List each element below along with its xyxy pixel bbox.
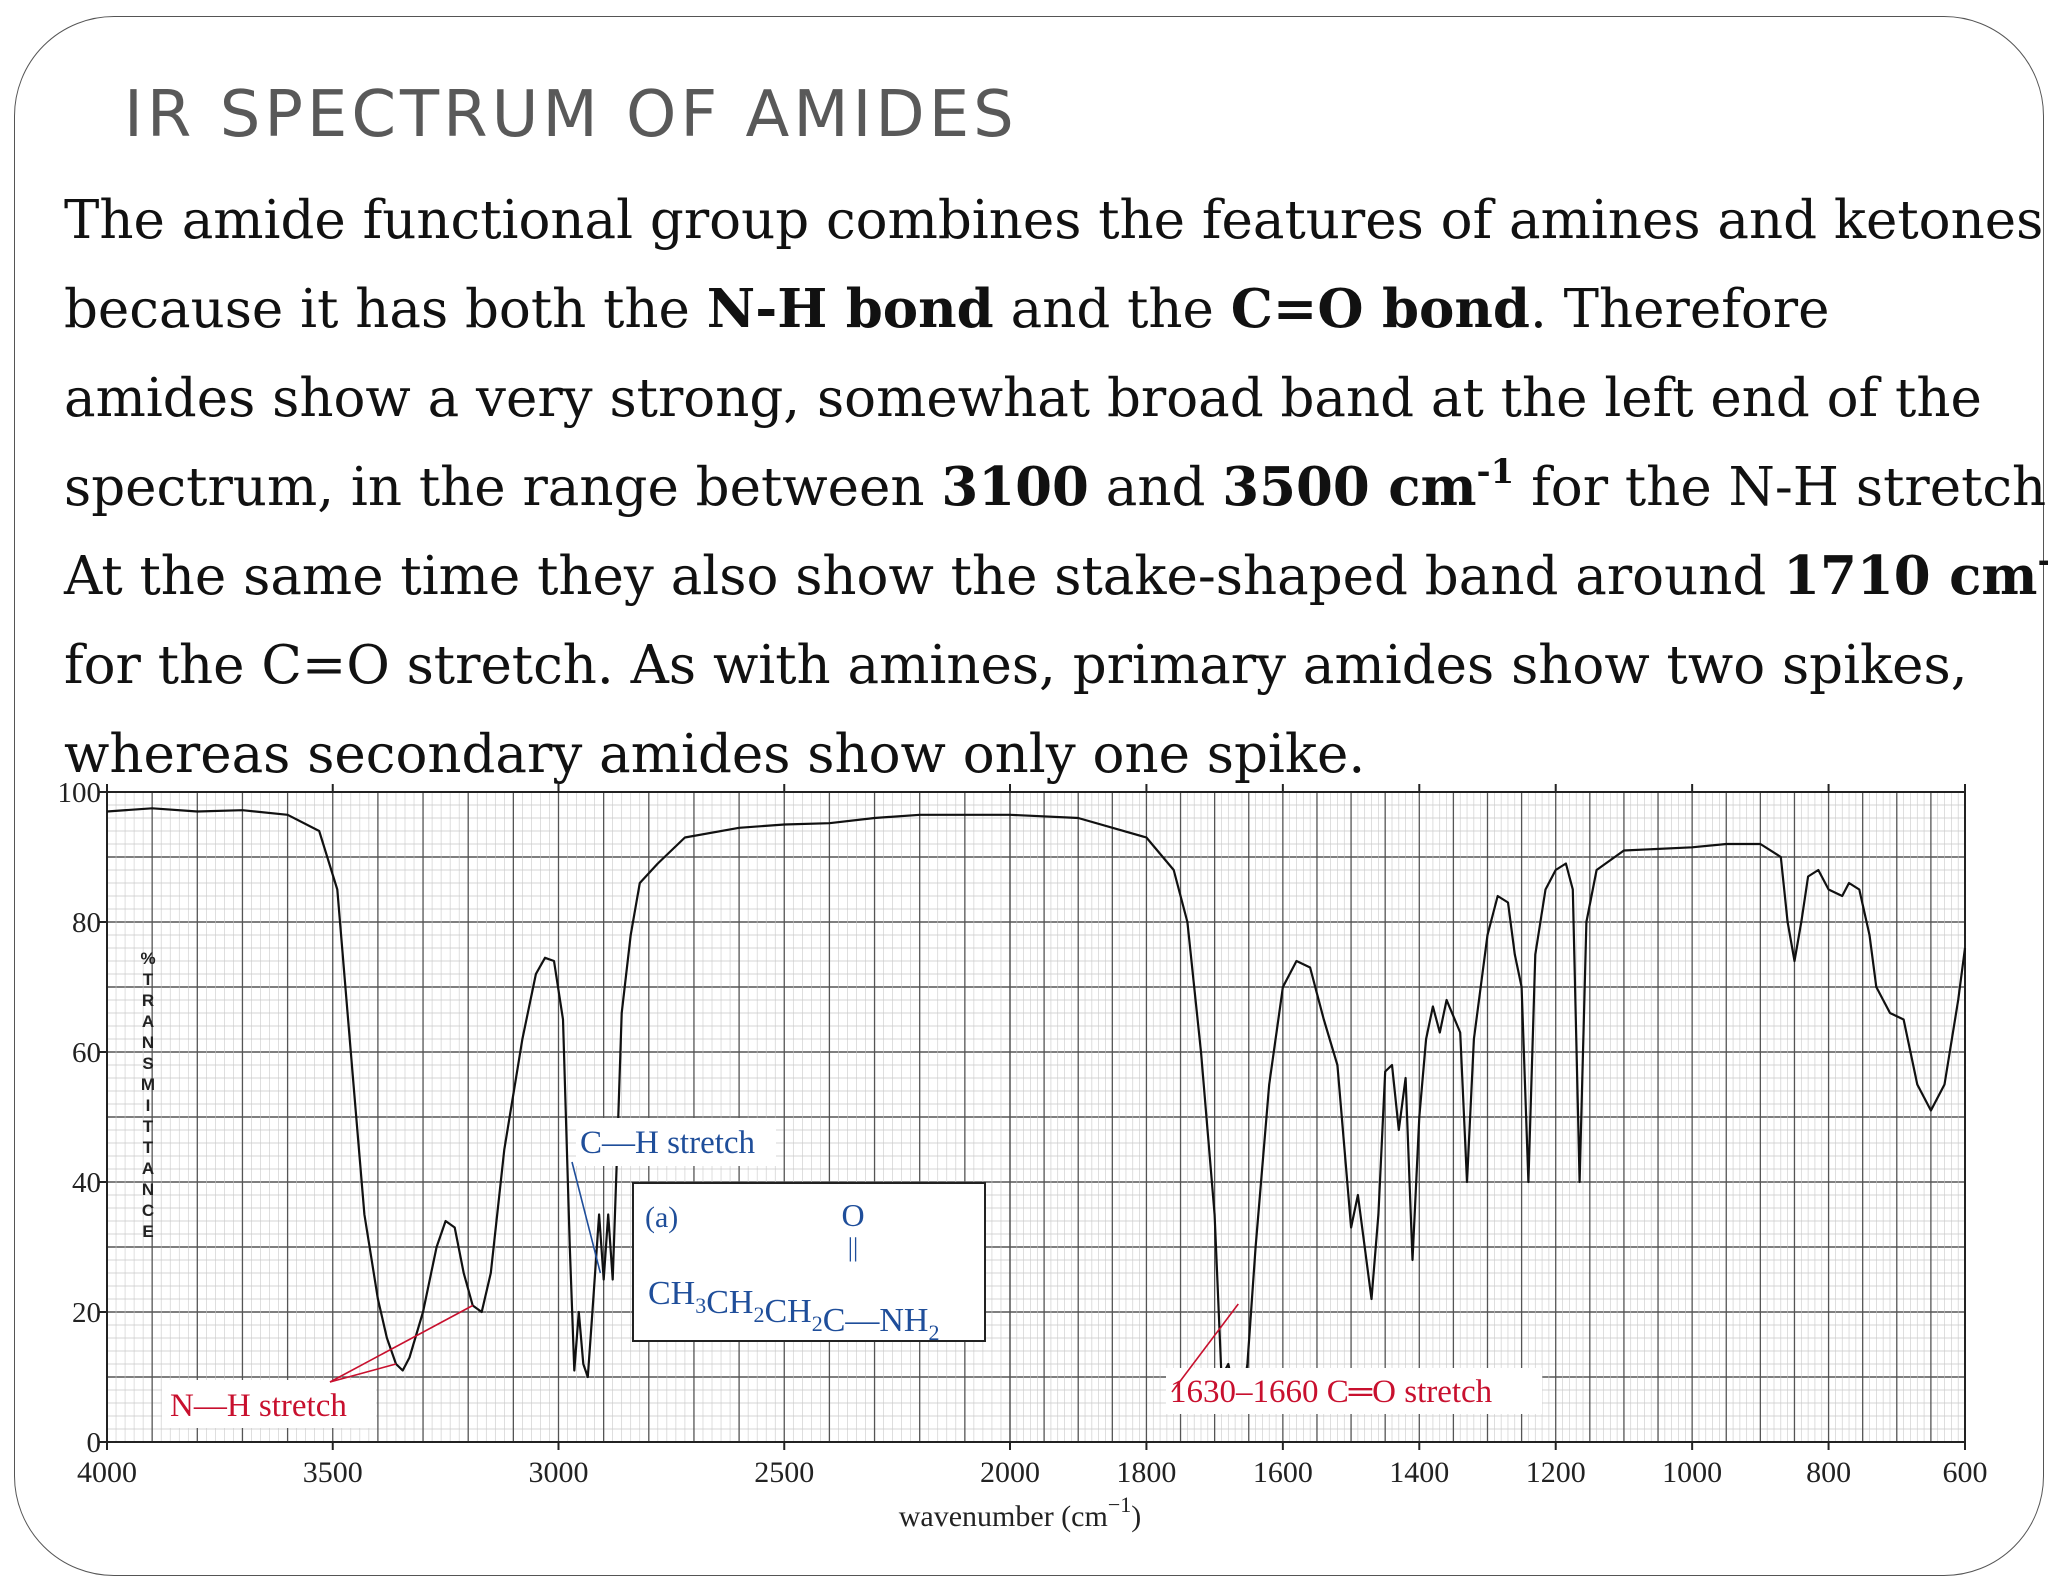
x-tick-label: 1200 — [1526, 1456, 1586, 1489]
structure-panel-label: (a) — [645, 1201, 678, 1234]
structure-double-bond: || — [848, 1233, 858, 1262]
slide-title: IR SPECTRUM OF AMIDES — [124, 78, 1018, 152]
y-tick-label: 80 — [72, 907, 101, 939]
chart-annotations: N—H stretch C—H stretch 1630–1660 C═O stre… — [162, 1118, 1542, 1428]
x-tick-label: 3500 — [303, 1456, 363, 1489]
body-text-run: The amide functional group combines the … — [64, 190, 2044, 251]
body-text-run: for the C=O stretch. As with amines, pri… — [64, 635, 1968, 696]
structure-inset — [632, 1182, 986, 1342]
body-text-run: for the N-H stretch. — [1514, 457, 2048, 518]
plot-frame — [106, 791, 1966, 1443]
y-tick-label: 60 — [72, 1037, 101, 1069]
x-tick-label: 800 — [1806, 1456, 1851, 1489]
ir-spectrum-chart: 0 20 40 60 80 100 4000 3500 3000 2500 2000 1800 1600… — [58, 780, 1988, 1533]
body-text-run: amides show a very strong, somewhat broa… — [64, 368, 1982, 429]
body-text-run: whereas secondary amides show only one s… — [64, 724, 1366, 785]
y-tick-label: 40 — [72, 1167, 101, 1199]
y-tick-label: 0 — [87, 1427, 102, 1459]
spectrum-series-line — [106, 807, 1967, 1411]
annotation-label-bg — [162, 1380, 376, 1428]
co-bond-term: C=O bond — [1230, 278, 1530, 340]
structure-formula: CH3CH2CH2C—NH2 — [648, 1275, 940, 1345]
x-tick-label: 1800 — [1116, 1456, 1176, 1489]
ch-stretch-pointer — [571, 1161, 602, 1274]
nh-bond-term: N-H bond — [706, 278, 994, 340]
co-stretch-label: 1630–1660 C═O stretch — [1170, 1374, 1493, 1410]
chart-grid — [106, 791, 1966, 1443]
x-tick-label: 1400 — [1389, 1456, 1449, 1489]
co-stretch-pointer — [1171, 1303, 1239, 1393]
x-tick-label: 600 — [1943, 1456, 1988, 1489]
y-axis-label: % T R A N S M I T T A N C E — [140, 949, 155, 1241]
nh-stretch-label: N—H stretch — [170, 1388, 347, 1424]
annotation-label-bg — [576, 1118, 776, 1166]
unit-exponent: -1 — [2037, 541, 2048, 581]
annotation-label-bg — [1166, 1368, 1542, 1414]
axis-ticks: 0 20 40 60 80 100 4000 3500 3000 2500 2000 1800 1600… — [58, 780, 1988, 1489]
range-low-value: 3100 — [941, 456, 1089, 518]
x-tick-label: 3000 — [529, 1456, 589, 1489]
carbonyl-value: 1710 cm — [1783, 545, 2038, 607]
body-text-run: because it has both the — [64, 279, 707, 340]
unit-exponent: -1 — [1476, 452, 1515, 492]
x-tick-label: 2000 — [980, 1456, 1040, 1489]
body-text-run: and — [1088, 457, 1223, 518]
body-text-run: and the — [993, 279, 1231, 340]
nh-stretch-pointer — [329, 1304, 474, 1383]
body-paragraph: The amide functional group combines the … — [64, 176, 2048, 799]
body-text-run: spectrum, in the range between — [64, 457, 942, 518]
y-tick-label: 20 — [72, 1297, 101, 1329]
x-axis-label: wavenumber (cm−1) — [899, 1492, 1142, 1533]
structure-oxygen: O — [841, 1197, 864, 1233]
range-high-value: 3500 cm — [1222, 456, 1477, 518]
nh-stretch-pointer — [329, 1363, 397, 1383]
body-text-run: At the same time they also show the stak… — [64, 546, 1784, 607]
x-tick-label: 4000 — [77, 1456, 137, 1489]
ch-stretch-label: C—H stretch — [580, 1125, 756, 1161]
x-tick-label: 2500 — [754, 1456, 814, 1489]
body-text-run: . Therefore — [1529, 279, 1830, 340]
x-tick-label: 1000 — [1662, 1456, 1722, 1489]
y-tick-label: 100 — [58, 780, 102, 809]
x-tick-label: 1600 — [1253, 1456, 1313, 1489]
